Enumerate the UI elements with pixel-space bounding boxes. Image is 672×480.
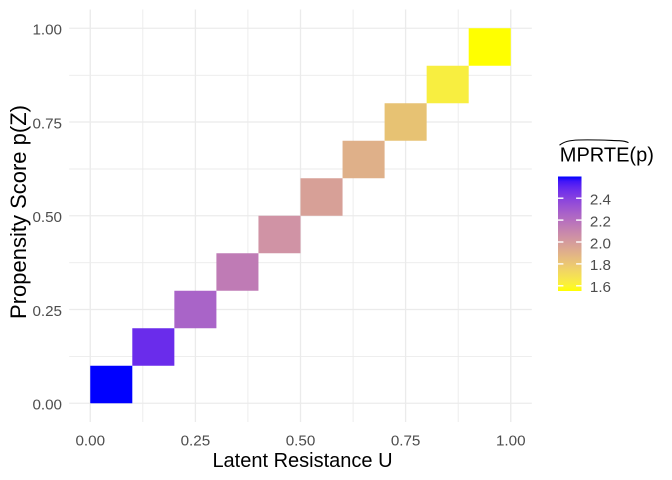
svg-text:0.25: 0.25: [32, 303, 62, 320]
svg-text:MPRTE(p): MPRTE(p): [560, 145, 654, 167]
svg-text:0.75: 0.75: [32, 115, 62, 132]
svg-text:1.00: 1.00: [496, 432, 526, 449]
svg-text:1.00: 1.00: [32, 22, 62, 39]
svg-text:1.6: 1.6: [590, 279, 611, 296]
svg-text:Propensity Score p(Z): Propensity Score p(Z): [6, 105, 31, 319]
svg-text:2.0: 2.0: [590, 235, 611, 252]
svg-text:0.50: 0.50: [286, 432, 316, 449]
svg-text:0.75: 0.75: [391, 432, 421, 449]
svg-text:0.50: 0.50: [32, 209, 62, 226]
svg-text:0.25: 0.25: [181, 432, 211, 449]
svg-text:1.8: 1.8: [590, 257, 611, 274]
svg-text:2.4: 2.4: [590, 192, 611, 209]
svg-text:0.00: 0.00: [32, 397, 62, 414]
svg-text:2.2: 2.2: [590, 213, 611, 230]
svg-text:0.00: 0.00: [75, 432, 105, 449]
svg-text:Latent Resistance U: Latent Resistance U: [212, 450, 392, 472]
